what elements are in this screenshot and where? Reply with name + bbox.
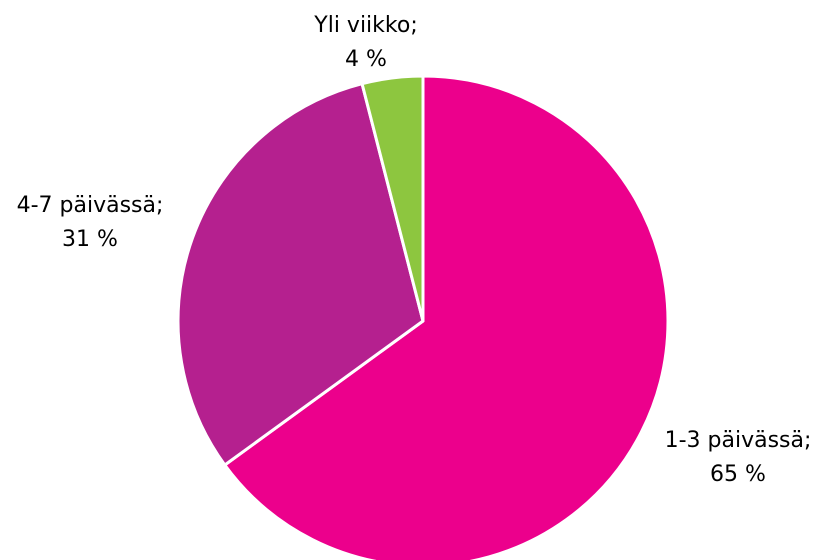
- label-4-7-paivassa-value: 31 %: [62, 227, 118, 252]
- label-1-3-paivassa-name: 1-3 päivässä;: [665, 428, 812, 453]
- label-yli-viikko-value: 4 %: [345, 47, 387, 72]
- pie-slice-4-7-päivässä: [176, 82, 425, 467]
- label-1-3-paivassa-value: 65 %: [710, 462, 766, 487]
- label-4-7-paivassa-name: 4-7 päivässä;: [17, 193, 164, 218]
- pie-slice-1-3-päivässä: [223, 74, 670, 560]
- pie-slice-yli-viikko: [360, 74, 425, 323]
- label-yli-viikko-name: Yli viikko;: [313, 13, 417, 38]
- pie-slices: [176, 74, 670, 560]
